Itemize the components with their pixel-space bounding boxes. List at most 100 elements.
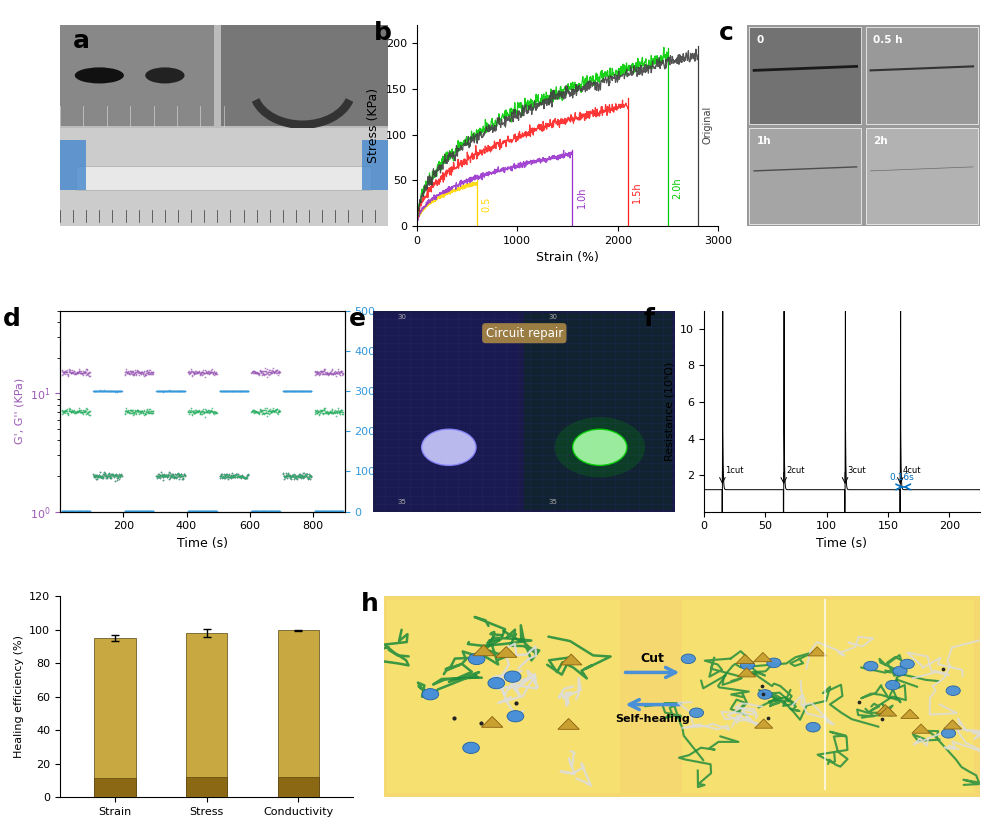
Point	[293, 472, 309, 485]
Point	[266, 406, 282, 420]
Bar	[278, 630, 319, 797]
Text: a: a	[73, 29, 90, 53]
Point	[99, 472, 115, 485]
Point	[119, 405, 135, 419]
Point	[143, 504, 159, 518]
Point	[96, 467, 112, 481]
Point	[88, 384, 104, 398]
Point	[95, 384, 111, 398]
Point	[301, 470, 317, 483]
Point	[124, 364, 140, 378]
Point	[195, 366, 211, 379]
Point	[201, 367, 217, 380]
Point	[67, 367, 83, 380]
Point	[319, 367, 335, 381]
Point	[141, 504, 157, 518]
Point	[286, 470, 302, 483]
Point	[281, 468, 297, 482]
Point	[201, 406, 217, 420]
Point	[139, 366, 155, 379]
Point	[318, 406, 334, 420]
Point	[159, 471, 175, 484]
Point	[169, 384, 185, 398]
Point	[125, 405, 141, 419]
Point	[332, 405, 348, 419]
Point	[148, 384, 164, 398]
Point	[314, 364, 330, 378]
Point	[59, 407, 75, 420]
Point	[188, 365, 204, 378]
Point	[171, 467, 187, 481]
Point	[315, 367, 331, 381]
Point	[309, 365, 325, 378]
Point	[137, 504, 153, 518]
Point	[268, 504, 284, 518]
Point	[190, 504, 206, 518]
Point	[191, 504, 207, 518]
Point	[70, 504, 86, 518]
Point	[238, 384, 254, 398]
Point	[140, 504, 156, 518]
Point	[105, 469, 121, 482]
Point	[269, 403, 285, 416]
Point	[156, 469, 172, 482]
Point	[282, 384, 298, 398]
Point	[204, 504, 220, 518]
Point	[121, 405, 137, 419]
Point	[185, 405, 201, 419]
Point	[58, 504, 74, 518]
Point	[123, 406, 139, 420]
Point	[96, 469, 112, 482]
Point	[287, 471, 303, 484]
Point	[66, 504, 82, 518]
Point	[63, 367, 79, 380]
Point	[332, 504, 348, 518]
Point	[54, 403, 70, 416]
Point	[230, 470, 246, 483]
Point	[249, 405, 265, 419]
Point	[113, 384, 129, 398]
Point	[238, 471, 254, 484]
Point	[130, 504, 146, 518]
Point	[238, 384, 254, 398]
Point	[298, 384, 314, 398]
Point	[156, 384, 172, 398]
Point	[69, 504, 85, 518]
Point	[297, 470, 313, 483]
Point	[85, 467, 101, 481]
Point	[56, 404, 72, 418]
Point	[69, 504, 85, 518]
Point	[199, 406, 215, 420]
Point	[311, 404, 327, 418]
Point	[196, 367, 212, 380]
Point	[322, 504, 338, 518]
Point	[158, 384, 174, 398]
Point	[283, 384, 299, 398]
Point	[78, 504, 94, 518]
Text: 0.5: 0.5	[481, 197, 491, 212]
Point	[222, 471, 238, 484]
Point	[324, 366, 340, 379]
Point	[312, 366, 328, 379]
Point	[184, 404, 200, 417]
Point	[92, 469, 108, 482]
Point	[64, 366, 80, 379]
Point	[318, 366, 334, 379]
Point	[283, 472, 299, 486]
Point	[107, 474, 123, 487]
Point	[118, 404, 134, 418]
Point	[271, 504, 287, 518]
Point	[326, 405, 342, 419]
Point	[168, 470, 184, 483]
Point	[198, 405, 214, 419]
Point	[285, 469, 301, 482]
Point	[286, 471, 302, 484]
Point	[216, 472, 232, 485]
Point	[63, 504, 79, 518]
Point	[186, 406, 202, 420]
Point	[143, 504, 159, 518]
Point	[246, 404, 262, 417]
Point	[323, 367, 339, 380]
Point	[295, 471, 311, 484]
Point	[230, 384, 246, 398]
